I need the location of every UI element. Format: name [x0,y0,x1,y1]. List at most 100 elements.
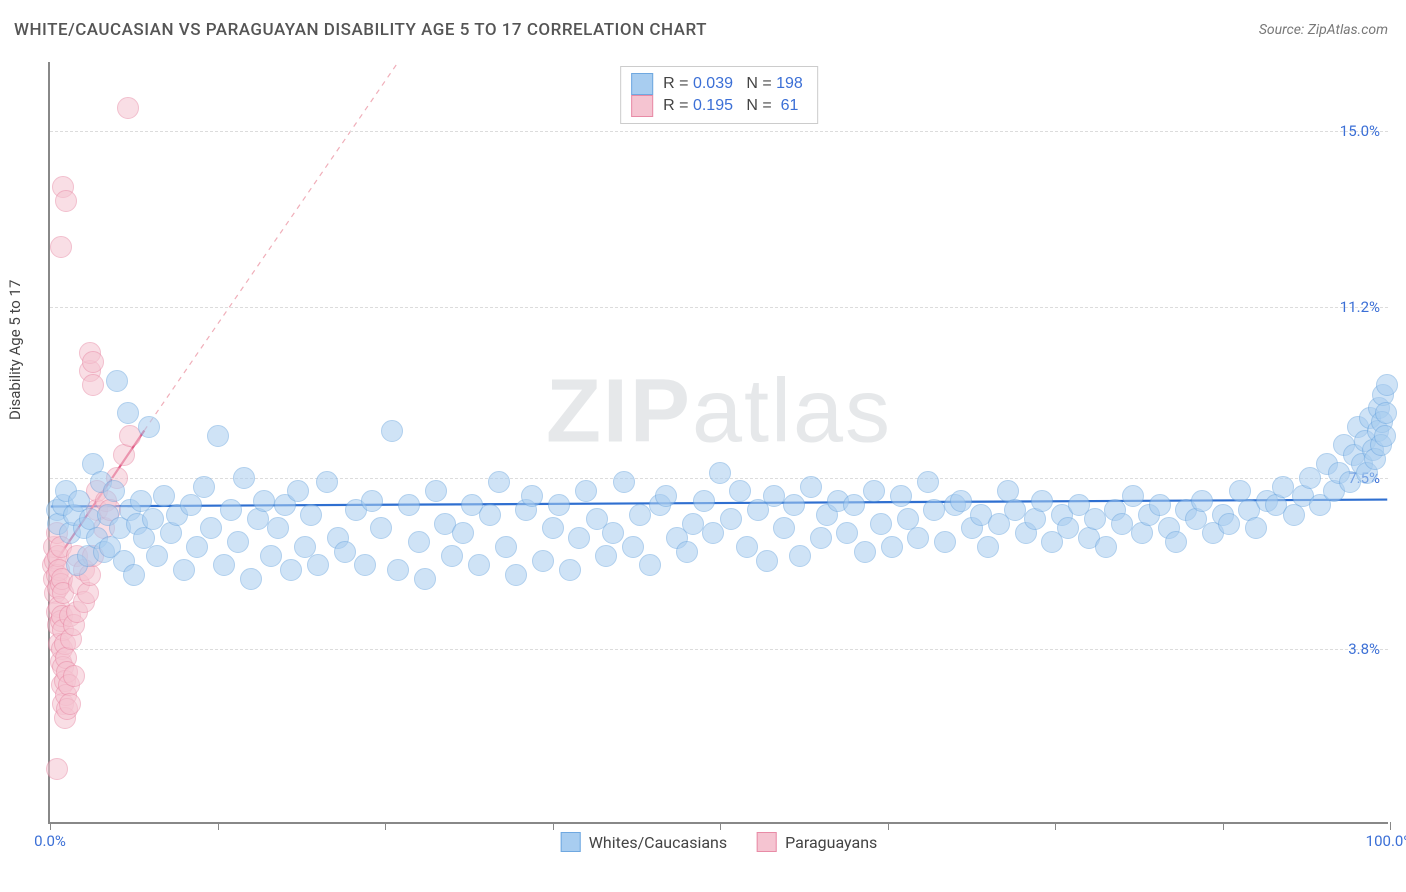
stat-legend-text: R = 0.039 N = 198 [663,75,803,93]
dot-white [1272,476,1294,498]
dot-white [207,425,229,447]
dot-white [316,471,338,493]
dot-white [639,554,661,576]
stat-legend: R = 0.039 N = 198 R = 0.195 N = 61 [620,66,818,124]
dot-paraguayan [46,758,68,780]
y-tick-label: 11.2% [1340,298,1380,316]
dot-white [1122,485,1144,507]
dot-white [387,559,409,581]
y-axis-label: Disability Age 5 to 17 [6,280,24,420]
dot-white [1245,517,1267,539]
dot-white [1004,499,1026,521]
dot-white [655,485,677,507]
x-tick [1055,822,1056,830]
dot-white [629,504,651,526]
dot-white [200,517,222,539]
dot-paraguayan [59,693,81,715]
x-tick [888,822,889,830]
dot-white [1084,508,1106,530]
dot-white [227,531,249,553]
dot-white [854,541,876,563]
dot-white [917,471,939,493]
dot-white [709,462,731,484]
source-label: Source: ZipAtlas.com [1259,22,1388,38]
legend-swatch [757,832,777,852]
dot-white [479,504,501,526]
dot-white [542,517,564,539]
dot-white [783,494,805,516]
dot-white [977,536,999,558]
dot-white [836,522,858,544]
dot-white [354,554,376,576]
dot-white [173,559,195,581]
dot-white [870,513,892,535]
dot-white [398,494,420,516]
dot-white [260,545,282,567]
x-tick-label: 0.0% [34,832,66,850]
dot-white [1031,490,1053,512]
dot-white [488,471,510,493]
dot-paraguayan [82,374,104,396]
dot-white [123,564,145,586]
dot-white [863,480,885,502]
dot-white [773,517,795,539]
dot-white [720,508,742,530]
dot-white [1191,490,1213,512]
watermark-bold: ZIP [546,361,692,461]
dot-white [287,480,309,502]
legend-swatch [561,832,581,852]
dot-white [117,402,139,424]
dot-white [1375,402,1397,424]
y-tick-label: 15.0% [1340,122,1380,140]
legend-swatch [631,95,653,117]
dot-white [890,485,912,507]
dot-paraguayan [117,97,139,119]
bottom-legend-label: Whites/Caucasians [589,833,727,852]
dot-white [559,559,581,581]
gridline-h [50,131,1388,132]
stat-legend-text: R = 0.195 N = 61 [663,97,798,115]
dot-white [602,522,624,544]
dot-white [729,480,751,502]
dot-white [1374,425,1396,447]
dot-white [800,476,822,498]
dot-paraguayan [55,190,77,212]
dot-white [568,527,590,549]
dot-white [307,554,329,576]
dot-white [950,490,972,512]
dot-white [361,490,383,512]
dot-white [370,517,392,539]
dot-white [495,536,517,558]
dot-white [468,554,490,576]
dot-white [789,545,811,567]
dot-white [1376,374,1398,396]
dot-white [452,522,474,544]
chart-title: WHITE/CAUCASIAN VS PARAGUAYAN DISABILITY… [14,20,707,40]
x-tick [720,822,721,830]
y-tick-label: 3.8% [1348,640,1380,658]
dot-white [180,494,202,516]
dot-white [280,559,302,581]
dot-white [267,517,289,539]
dot-white [682,513,704,535]
bottom-legend-item: Paraguayans [757,832,877,852]
dot-white [253,490,275,512]
gridline-h [50,307,1388,308]
dot-white [193,476,215,498]
dot-white [213,554,235,576]
dot-white [425,480,447,502]
dot-white [240,568,262,590]
x-tick [50,822,51,830]
dot-white [923,499,945,521]
gridline-h [50,649,1388,650]
dot-white [505,564,527,586]
dot-white [1218,513,1240,535]
dot-white [676,541,698,563]
dot-paraguayan [82,351,104,373]
dot-white [1149,494,1171,516]
stat-legend-row: R = 0.039 N = 198 [631,73,803,95]
dot-paraguayan [63,665,85,687]
trend-line [144,62,398,430]
x-tick [553,822,554,830]
dot-white [613,471,635,493]
